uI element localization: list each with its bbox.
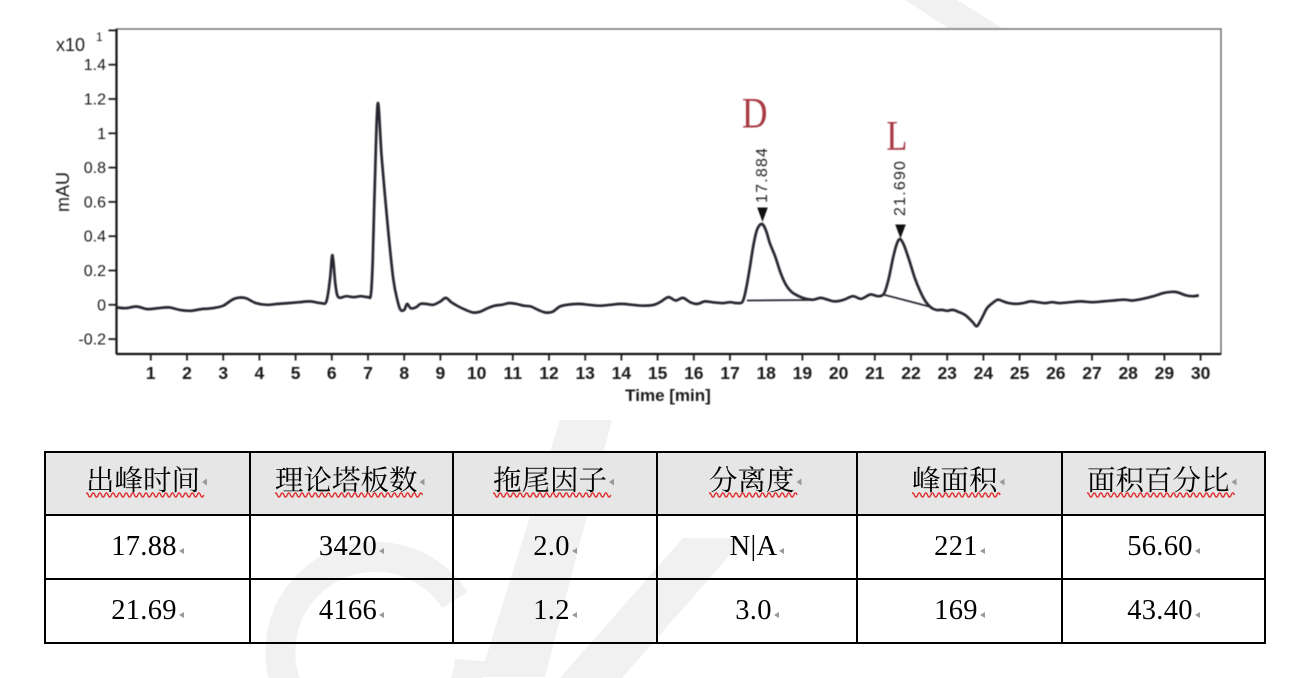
svg-text:4: 4: [255, 363, 265, 383]
svg-text:15: 15: [648, 363, 668, 383]
svg-text:19: 19: [793, 363, 813, 383]
svg-text:0: 0: [97, 297, 106, 314]
svg-text:12: 12: [539, 363, 559, 383]
svg-text:21.690: 21.690: [892, 160, 909, 216]
svg-text:28: 28: [1118, 363, 1138, 383]
svg-text:3: 3: [218, 363, 228, 383]
svg-text:26: 26: [1046, 363, 1066, 383]
svg-text:x10: x10: [56, 35, 85, 55]
svg-text:9: 9: [436, 363, 446, 383]
svg-text:16: 16: [684, 363, 704, 383]
svg-text:27: 27: [1082, 363, 1101, 383]
svg-text:0.8: 0.8: [84, 160, 106, 177]
svg-text:30: 30: [1191, 363, 1211, 383]
svg-text:0.2: 0.2: [84, 263, 106, 280]
svg-text:29: 29: [1155, 363, 1175, 383]
svg-text:L: L: [886, 114, 907, 160]
svg-text:8: 8: [399, 363, 409, 383]
svg-text:1.2: 1.2: [84, 92, 106, 109]
svg-text:2: 2: [182, 363, 192, 383]
svg-text:22: 22: [901, 363, 921, 383]
svg-text:24: 24: [974, 363, 994, 383]
svg-text:21: 21: [865, 363, 885, 383]
svg-text:Time [min]: Time [min]: [625, 386, 711, 405]
svg-text:5: 5: [291, 363, 301, 383]
svg-text:18: 18: [756, 363, 776, 383]
svg-text:1: 1: [96, 30, 103, 44]
svg-text:23: 23: [937, 363, 957, 383]
svg-text:7: 7: [363, 363, 373, 383]
svg-text:20: 20: [829, 363, 849, 383]
svg-text:1.4: 1.4: [84, 57, 106, 74]
svg-text:1: 1: [97, 126, 106, 143]
svg-text:14: 14: [612, 363, 632, 383]
svg-text:17.884: 17.884: [754, 147, 771, 203]
svg-text:mAU: mAU: [53, 172, 73, 212]
svg-text:10: 10: [467, 363, 487, 383]
svg-text:-0.2: -0.2: [78, 332, 106, 349]
svg-text:25: 25: [1010, 363, 1030, 383]
svg-text:13: 13: [575, 363, 595, 383]
svg-text:1: 1: [146, 363, 156, 383]
svg-text:0.6: 0.6: [84, 194, 106, 211]
svg-text:D: D: [742, 89, 767, 137]
svg-text:0.4: 0.4: [84, 229, 106, 246]
svg-text:11: 11: [504, 363, 523, 383]
svg-text:17: 17: [720, 363, 739, 383]
svg-text:6: 6: [327, 363, 337, 383]
